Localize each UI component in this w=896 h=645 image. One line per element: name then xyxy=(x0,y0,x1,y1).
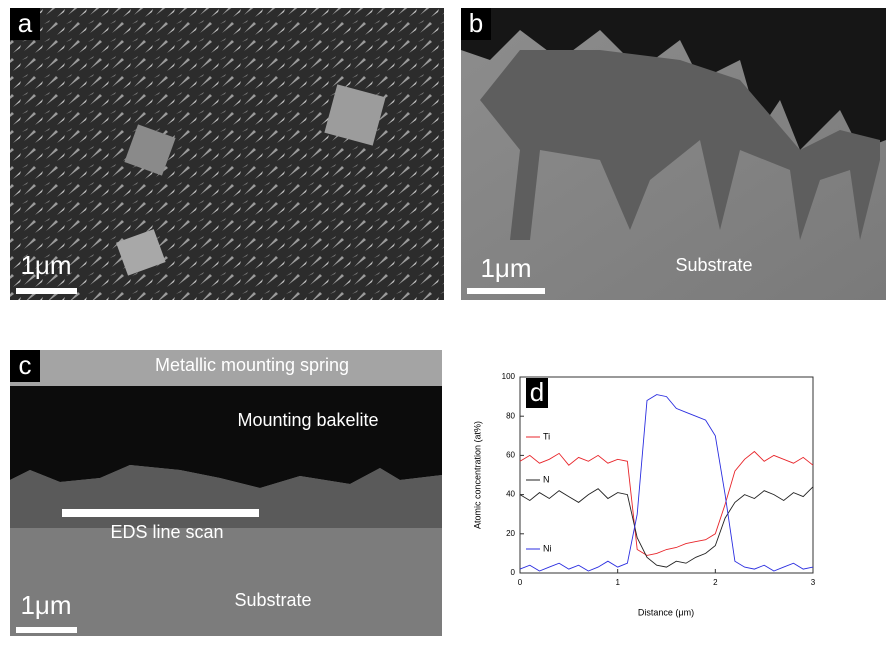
y-tick-label: 40 xyxy=(506,490,515,499)
plot-frame xyxy=(520,377,813,573)
series-line xyxy=(520,395,813,571)
annotation: Mounting bakelite xyxy=(237,410,378,430)
x-tick-label: 1 xyxy=(615,578,620,587)
series-line xyxy=(520,452,813,556)
panel-a: a 1μm xyxy=(10,8,444,300)
panel-label: a xyxy=(18,8,33,38)
y-tick-label: 0 xyxy=(511,568,516,577)
series-line xyxy=(520,487,813,567)
x-tick-label: 2 xyxy=(713,578,718,587)
y-tick-label: 20 xyxy=(506,529,515,538)
annotation: EDS line scan xyxy=(110,522,223,542)
panel-label: d xyxy=(530,377,544,407)
scale-bar-label: 1μm xyxy=(20,250,71,280)
panel-label: b xyxy=(469,8,483,38)
annotation: Substrate xyxy=(234,590,311,610)
annotation: Metallic mounting spring xyxy=(155,355,349,375)
panel-c: c Metallic mounting spring Mounting bake… xyxy=(10,350,442,636)
annotation: Substrate xyxy=(675,255,752,275)
scale-bar-label: 1μm xyxy=(20,590,71,620)
y-tick-label: 60 xyxy=(506,451,515,460)
x-tick-label: 0 xyxy=(518,578,523,587)
legend-label: N xyxy=(543,474,550,484)
y-tick-label: 100 xyxy=(502,372,516,381)
panel-label: c xyxy=(19,350,32,380)
x-axis-label: Distance (μm) xyxy=(638,607,694,617)
legend-label: Ti xyxy=(543,431,550,441)
x-tick-label: 3 xyxy=(811,578,816,587)
sem-image xyxy=(10,8,444,300)
scale-bar-label: 1μm xyxy=(480,253,531,283)
legend-label: Ni xyxy=(543,543,552,553)
y-tick-label: 80 xyxy=(506,411,515,420)
panel-b: b 1μm Substrate xyxy=(461,8,886,300)
panel-d: d Distance (μm) Atomic concentration (at… xyxy=(472,372,815,617)
figure: a 1μm b 1μm Substrate c Metallic mountin… xyxy=(0,0,896,640)
y-axis-label: Atomic concentration (at%) xyxy=(472,421,482,529)
